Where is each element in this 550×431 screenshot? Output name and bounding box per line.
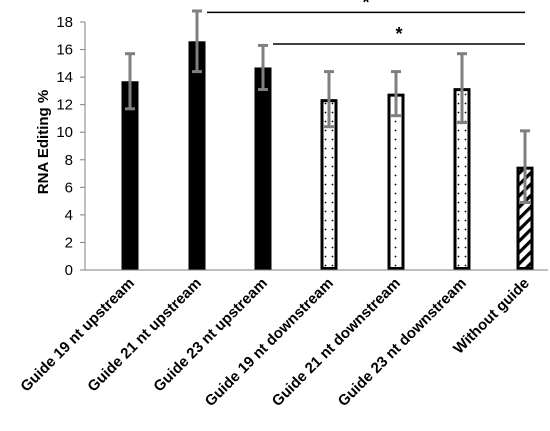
y-tick-label: 18: [56, 14, 73, 31]
y-tick-label: 12: [56, 97, 73, 114]
significance-brackets: **: [207, 0, 525, 45]
x-tick-label: Guide 23 nt downstream: [335, 275, 470, 410]
significance-label: *: [362, 0, 369, 12]
x-tick-label: Guide 19 nt downstream: [202, 275, 337, 410]
y-tick-label: 16: [56, 42, 73, 59]
y-axis-label: RNA Editing %: [35, 90, 52, 194]
y-tick-label: 2: [65, 234, 73, 251]
error-bars: [125, 9, 530, 204]
x-tick-label: Guide 23 nt upstream: [150, 275, 270, 395]
x-tick-label: Guide 21 nt upstream: [84, 275, 204, 395]
bar: [121, 81, 139, 270]
x-tick-label: Guide 21 nt downstream: [269, 275, 404, 410]
bars: [121, 41, 534, 271]
y-tick-label: 0: [65, 262, 73, 279]
y-axis-ticks: 0 2 4 6 8 10 12 14 16 18: [56, 14, 85, 279]
y-tick-label: 8: [65, 152, 73, 169]
bar: [188, 41, 206, 271]
y-tick-label: 14: [56, 69, 73, 86]
y-tick-label: 4: [65, 207, 73, 224]
bar: [387, 93, 405, 271]
y-tick-label: 6: [65, 179, 73, 196]
bar: [254, 67, 272, 270]
significance-label: *: [395, 24, 402, 44]
y-tick-label: 10: [56, 124, 73, 141]
x-tick-label: Guide 19 nt upstream: [17, 275, 137, 395]
